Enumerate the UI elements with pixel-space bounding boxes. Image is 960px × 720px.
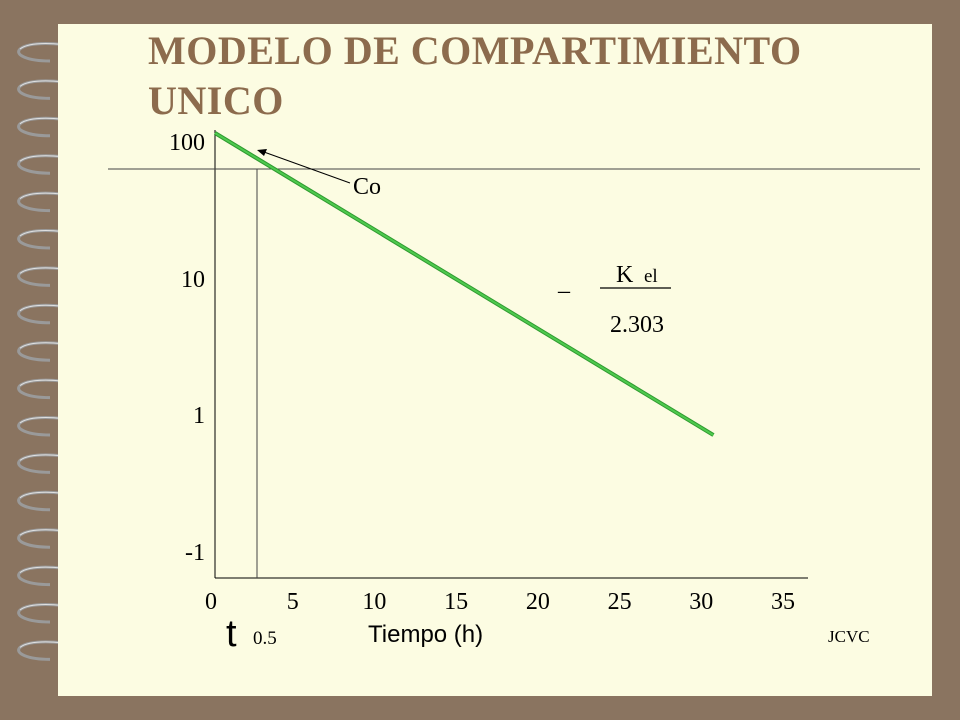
co-arrow-line bbox=[263, 151, 351, 184]
x-tick-label: 20 bbox=[526, 589, 550, 615]
y-tick-label: -1 bbox=[185, 540, 205, 566]
series-line-highlight bbox=[214, 132, 714, 436]
slide-title: MODELO DE COMPARTIMIENTO UNICO bbox=[148, 28, 802, 123]
y-tick-label: 100 bbox=[169, 130, 205, 156]
co-label: Co bbox=[353, 174, 381, 200]
slide-page bbox=[58, 24, 932, 696]
x-tick-labels: 0 5 10 15 20 25 30 35 bbox=[205, 589, 795, 615]
co-arrowhead bbox=[257, 149, 267, 156]
t-subscript: 0.5 bbox=[253, 628, 277, 649]
footer-initials: JCVC bbox=[828, 627, 870, 646]
x-tick-label: 15 bbox=[444, 589, 468, 615]
x-tick-label: 25 bbox=[608, 589, 632, 615]
k-label: K bbox=[616, 262, 634, 288]
x-tick-label: 5 bbox=[287, 589, 299, 615]
k-subscript: el bbox=[644, 266, 658, 287]
minus-sign: _ bbox=[557, 270, 571, 296]
y-tick-label: 10 bbox=[181, 267, 205, 293]
x-tick-label: 30 bbox=[689, 589, 713, 615]
x-tick-label: 35 bbox=[771, 589, 795, 615]
y-tick-label: 1 bbox=[193, 403, 205, 429]
x-tick-label: 0 bbox=[205, 589, 217, 615]
series-lines bbox=[213, 131, 715, 437]
x-axis-label: Tiempo (h) bbox=[368, 621, 483, 648]
denominator-label: 2.303 bbox=[610, 312, 664, 338]
y-tick-labels: 100 10 1 -1 bbox=[169, 130, 205, 566]
t-label: t bbox=[226, 613, 237, 655]
x-tick-label: 10 bbox=[362, 589, 386, 615]
